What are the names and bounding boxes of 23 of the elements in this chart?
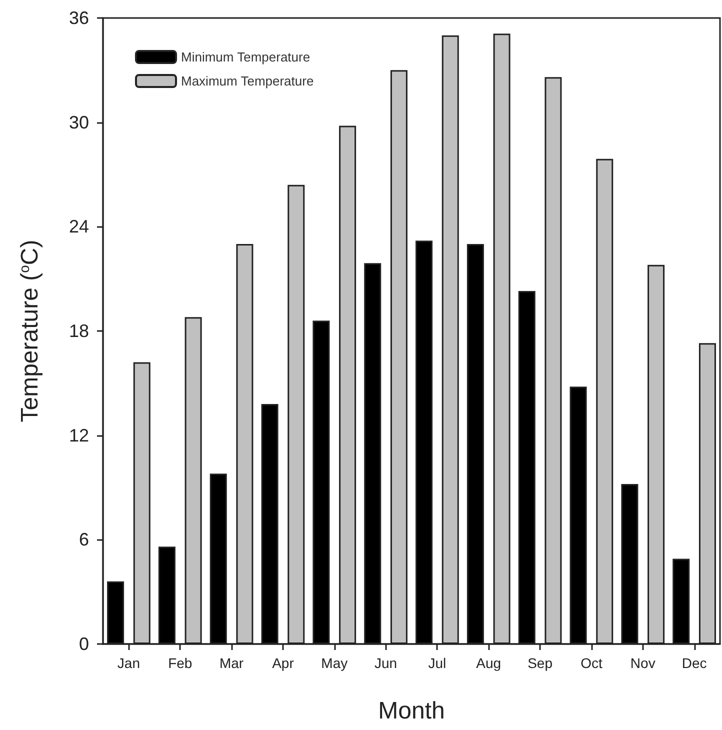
y-tick-label: 6 bbox=[78, 530, 89, 550]
y-tick-label: 24 bbox=[68, 216, 89, 237]
y-tick-label: 30 bbox=[68, 112, 89, 132]
x-axis-title: Month bbox=[378, 698, 445, 724]
x-tick-label: Jun bbox=[374, 655, 398, 671]
x-tick-label: Apr bbox=[272, 655, 294, 671]
y-tick-label: 12 bbox=[68, 425, 89, 446]
x-tick-label: Oct bbox=[580, 655, 602, 671]
x-tick-label: Sep bbox=[528, 655, 553, 671]
x-tick-label: Aug bbox=[476, 655, 502, 671]
x-tick-label: Dec bbox=[682, 655, 707, 671]
y-tick-label: 18 bbox=[68, 321, 89, 341]
x-tick-label: May bbox=[321, 655, 348, 671]
legend-label: Maximum Temperature bbox=[181, 74, 314, 88]
x-tick-label: Mar bbox=[219, 655, 244, 671]
x-tick-label: Feb bbox=[168, 655, 192, 671]
legend-label: Minimum Temperature bbox=[181, 50, 310, 64]
x-tick-label: Jul bbox=[428, 655, 446, 671]
x-tick-label: Nov bbox=[630, 655, 656, 671]
y-tick-label: 36 bbox=[68, 8, 89, 28]
x-tick-label: Jan bbox=[117, 655, 140, 671]
y-tick-label: 0 bbox=[78, 634, 89, 654]
y-axis-title: Temperature (oC) bbox=[16, 240, 44, 422]
